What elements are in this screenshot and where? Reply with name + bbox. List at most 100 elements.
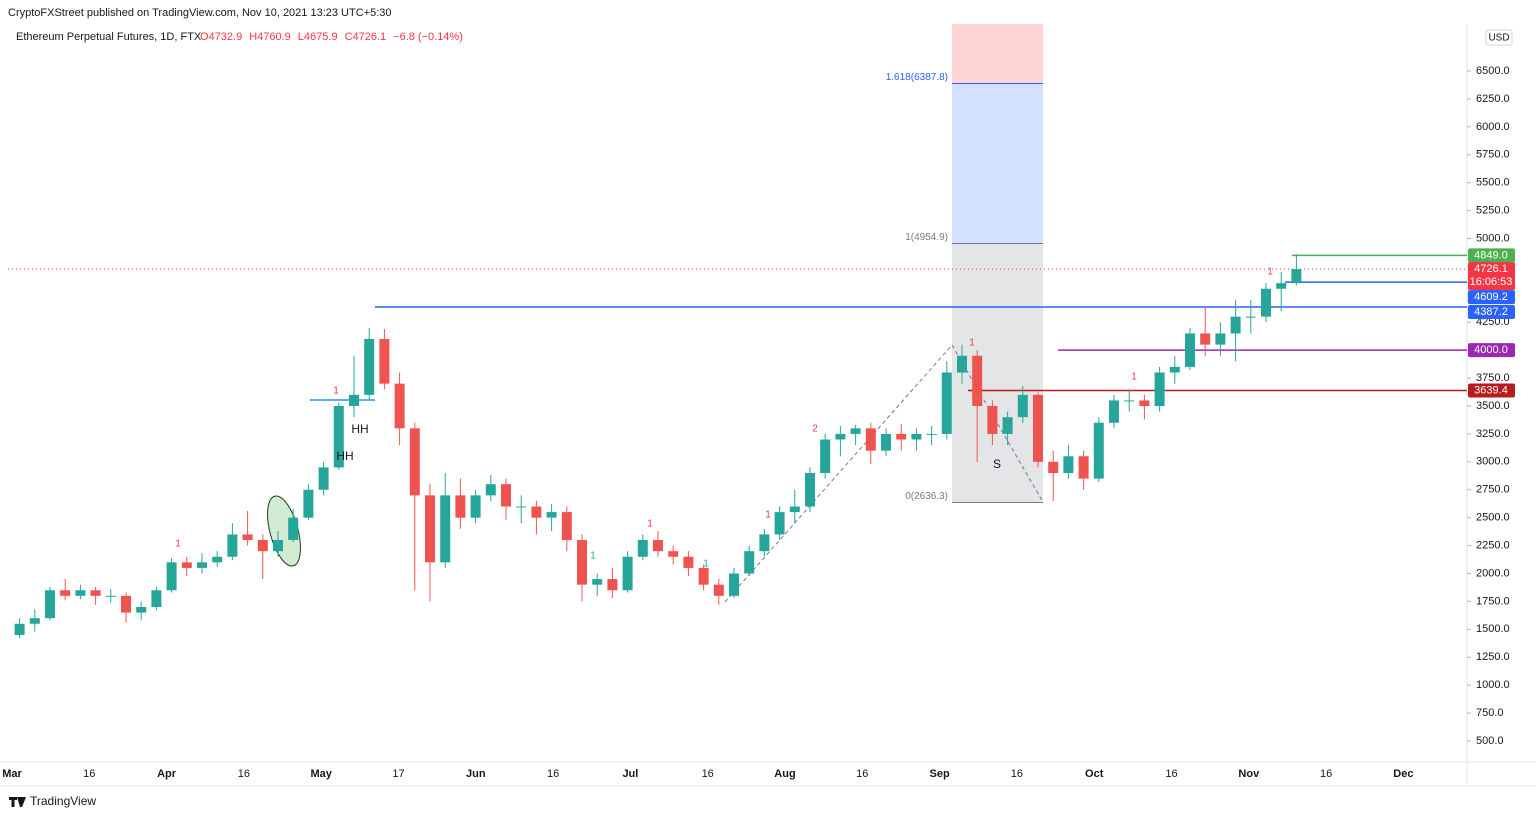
candle-body [820, 439, 831, 474]
candle-body [1017, 394, 1028, 418]
annotation: 1 [703, 559, 709, 570]
price-tag-label: 4726.1 [1474, 263, 1508, 275]
candle-body [379, 339, 390, 384]
candle-body [683, 556, 694, 568]
fib-label: 0(2636.3) [905, 491, 948, 502]
y-tick-label: 6500.0 [1476, 65, 1510, 77]
price-tag-label: 4000.0 [1474, 344, 1508, 356]
candle-body [409, 428, 420, 496]
annotation: 1 [175, 539, 181, 550]
candle-body [577, 540, 587, 585]
y-tick-label: 2750.0 [1476, 484, 1510, 496]
annotation: 1 [765, 510, 771, 521]
annotation: 1 [333, 386, 339, 397]
y-tick-label: 1500.0 [1476, 623, 1510, 635]
x-tick-label: 16 [83, 768, 95, 780]
highlight-ellipse [267, 495, 301, 567]
price-tag [1468, 262, 1515, 291]
candle-body [501, 484, 511, 507]
candle-body [653, 540, 663, 552]
candle-body [121, 595, 131, 613]
candle-body [349, 394, 359, 407]
candle-body [318, 467, 329, 490]
candle-body [425, 495, 435, 563]
candle-body [440, 495, 451, 563]
fib-zone-extension [952, 83, 1043, 244]
x-tick-label: Aug [774, 768, 795, 780]
y-tick-label: 1250.0 [1476, 651, 1510, 663]
brand: TradingView [30, 794, 96, 808]
candle-body [941, 372, 952, 434]
annotation: 1 [1267, 267, 1273, 278]
candle-body [1261, 288, 1271, 317]
annotation: 1 [647, 519, 653, 530]
candle-body [197, 562, 207, 568]
candle-body [257, 540, 268, 552]
symbol: Ethereum Perpetual Futures, 1D, FTX [16, 31, 202, 43]
x-tick-label: 16 [1011, 768, 1023, 780]
candle-body [516, 506, 527, 508]
currency-box [1485, 29, 1513, 46]
annotation: 1 [969, 338, 975, 349]
price-tag-label: 4609.2 [1474, 291, 1508, 303]
candle-body [455, 495, 466, 518]
candle-body [1276, 283, 1287, 289]
attribution: CryptoFXStreet published on TradingView.… [8, 7, 392, 19]
y-tick-label: 1750.0 [1476, 595, 1510, 607]
ohlc-value: C4726.1 [345, 31, 387, 43]
price-tag-sublabel: 16:06:53 [1470, 276, 1513, 288]
candle-body [29, 618, 40, 624]
annotation: HH [351, 422, 368, 436]
candle-body [485, 484, 496, 496]
candle-body [835, 433, 846, 440]
tv-logo [9, 797, 26, 807]
y-tick-label: 1000.0 [1476, 679, 1510, 691]
y-tick-label: 2500.0 [1476, 512, 1510, 524]
x-tick-label: 16 [1320, 768, 1332, 780]
price-tag [1468, 290, 1515, 305]
candle-body [592, 579, 603, 585]
y-tick-label: 5250.0 [1476, 204, 1510, 216]
candle-body [1093, 422, 1104, 479]
y-tick-label: 6000.0 [1476, 121, 1510, 133]
fib-label: 1.618(6387.8) [886, 72, 948, 83]
candle-body [14, 623, 25, 635]
candle-body [1185, 333, 1195, 367]
candle-body [273, 540, 283, 552]
price-tag-label: 4849.0 [1474, 249, 1508, 261]
x-tick-label: Sep [930, 768, 950, 780]
candle-body [805, 473, 815, 507]
x-tick-label: Apr [157, 768, 177, 780]
candle-body [668, 551, 679, 557]
candle-body [136, 607, 147, 613]
y-tick-label: 3250.0 [1476, 428, 1510, 440]
candle-body [151, 590, 162, 608]
candle-body [972, 355, 983, 407]
candle-body [333, 406, 344, 468]
candle-body [926, 433, 937, 435]
candle-body [1109, 400, 1119, 423]
y-tick-label: 4250.0 [1476, 316, 1510, 328]
price-tag [1468, 304, 1515, 319]
y-tick-label: 5000.0 [1476, 232, 1510, 244]
x-tick-label: 17 [392, 768, 404, 780]
zigzag-path [724, 344, 1044, 603]
y-tick-label: 6250.0 [1476, 93, 1510, 105]
annotation: 1 [1131, 372, 1137, 383]
annotation: HH [336, 449, 353, 463]
price-tag [1468, 383, 1515, 398]
price-tag [1468, 343, 1515, 358]
candle-body [865, 428, 876, 451]
candle-body [911, 433, 922, 440]
ohlc-value: O4732.9 [200, 31, 242, 43]
candle-body [303, 489, 314, 518]
x-tick-label: 16 [702, 768, 714, 780]
candle-body [181, 562, 192, 568]
candle-body [881, 433, 891, 451]
ohlc-value: H4760.9 [249, 31, 291, 43]
candle-body [546, 512, 557, 518]
candle-body [1245, 316, 1256, 318]
candle-body [105, 595, 116, 597]
candle-body [364, 339, 375, 395]
